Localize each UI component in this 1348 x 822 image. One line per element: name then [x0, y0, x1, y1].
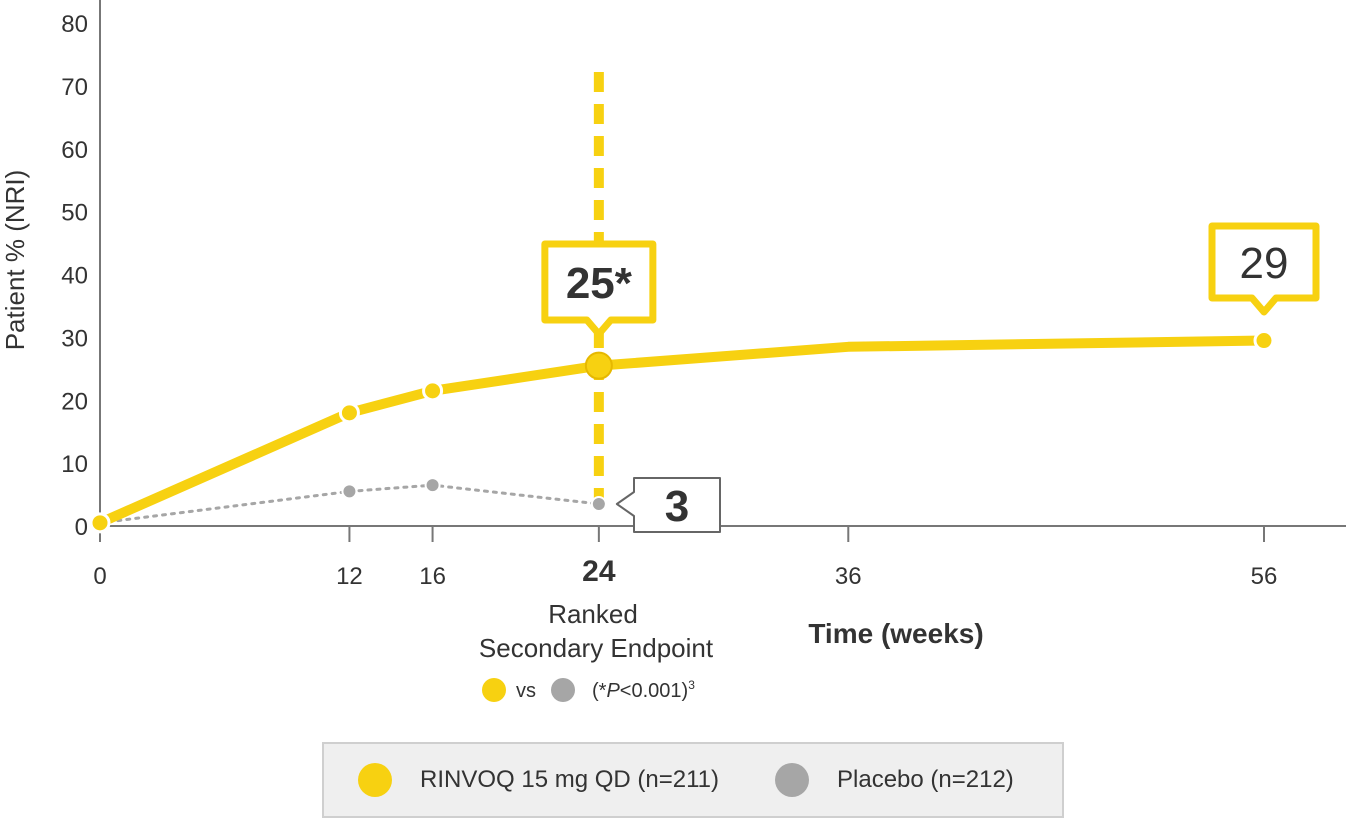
- x-tick-label: 0: [93, 563, 106, 590]
- placebo-point: [341, 483, 358, 500]
- callout-box-rinvoq-week56: [1208, 222, 1320, 316]
- callout-box-placebo-week24: [615, 476, 721, 533]
- chart-legend: RINVOQ 15 mg QD (n=211) Placebo (n=212): [322, 742, 1064, 818]
- legend-item-placebo: Placebo (n=212): [775, 763, 1014, 797]
- significance-rinvoq-dot: [482, 678, 506, 702]
- endpoint-label-line-2: Secondary Endpoint: [479, 633, 714, 663]
- y-tick-label: 80: [61, 11, 88, 38]
- endpoint-label-line-1: Ranked: [548, 599, 638, 629]
- x-tick-label: 56: [1251, 563, 1278, 590]
- y-tick-label: 30: [61, 325, 88, 352]
- placebo-point: [590, 495, 607, 512]
- significance-rest: <0.001): [620, 680, 688, 702]
- efficacy-line-chart: 0 10 20 30 40 50 60 70 80 0 12 16 24 36 56 25* 29 3 Pati…: [0, 0, 1346, 702]
- rinvoq-point: [338, 402, 360, 424]
- rinvoq-point: [584, 351, 613, 380]
- y-tick-label: 10: [61, 451, 88, 478]
- x-tick-label: 24: [582, 555, 616, 588]
- x-axis-label: Time (weeks): [808, 618, 983, 649]
- legend-item-rinvoq: RINVOQ 15 mg QD (n=211): [358, 763, 719, 797]
- series-layer: [89, 330, 1275, 534]
- x-tick-label: 36: [835, 563, 862, 590]
- y-tick-label: 20: [61, 388, 88, 415]
- legend-label-rinvoq: RINVOQ 15 mg QD (n=211): [420, 766, 719, 793]
- significance-ref: 3: [688, 678, 695, 692]
- placebo-point: [424, 477, 441, 494]
- significance-pvalue: (*P<0.001)3: [592, 678, 695, 702]
- rinvoq-point: [89, 512, 111, 534]
- x-tick-label: 16: [419, 563, 446, 590]
- axes-layer: 0 10 20 30 40 50 60 70 80 0 12 16 24 36 56: [61, 0, 1346, 590]
- legend-swatch-rinvoq: [358, 763, 392, 797]
- significance-vs: vs: [516, 680, 536, 702]
- significance-open: (*: [592, 680, 607, 702]
- legend-label-placebo: Placebo (n=212): [837, 766, 1014, 793]
- placebo-series-line: [98, 483, 601, 525]
- rinvoq-point: [1253, 330, 1275, 352]
- callout-layer: 25* 29 3: [541, 222, 1320, 533]
- x-tick-label: 12: [336, 563, 363, 590]
- y-tick-label: 0: [75, 514, 88, 541]
- rinvoq-point: [422, 380, 444, 402]
- y-tick-label: 40: [61, 263, 88, 290]
- significance-placebo-dot: [551, 678, 575, 702]
- callout-value-placebo-week24: 3: [665, 482, 689, 531]
- callout-box-rinvoq-week24: [541, 240, 657, 338]
- significance-p: P: [606, 680, 620, 702]
- callout-value-rinvoq-week24: 25*: [566, 259, 633, 308]
- rinvoq-series-line: [95, 335, 1269, 528]
- legend-swatch-placebo: [775, 763, 809, 797]
- significance-note: vs (*P<0.001)3: [482, 678, 695, 702]
- y-tick-label: 60: [61, 137, 88, 164]
- callout-value-rinvoq-week56: 29: [1240, 239, 1289, 288]
- y-axis-label: Patient % (NRI): [0, 170, 30, 351]
- y-tick-label: 70: [61, 74, 88, 101]
- y-tick-label: 50: [61, 200, 88, 227]
